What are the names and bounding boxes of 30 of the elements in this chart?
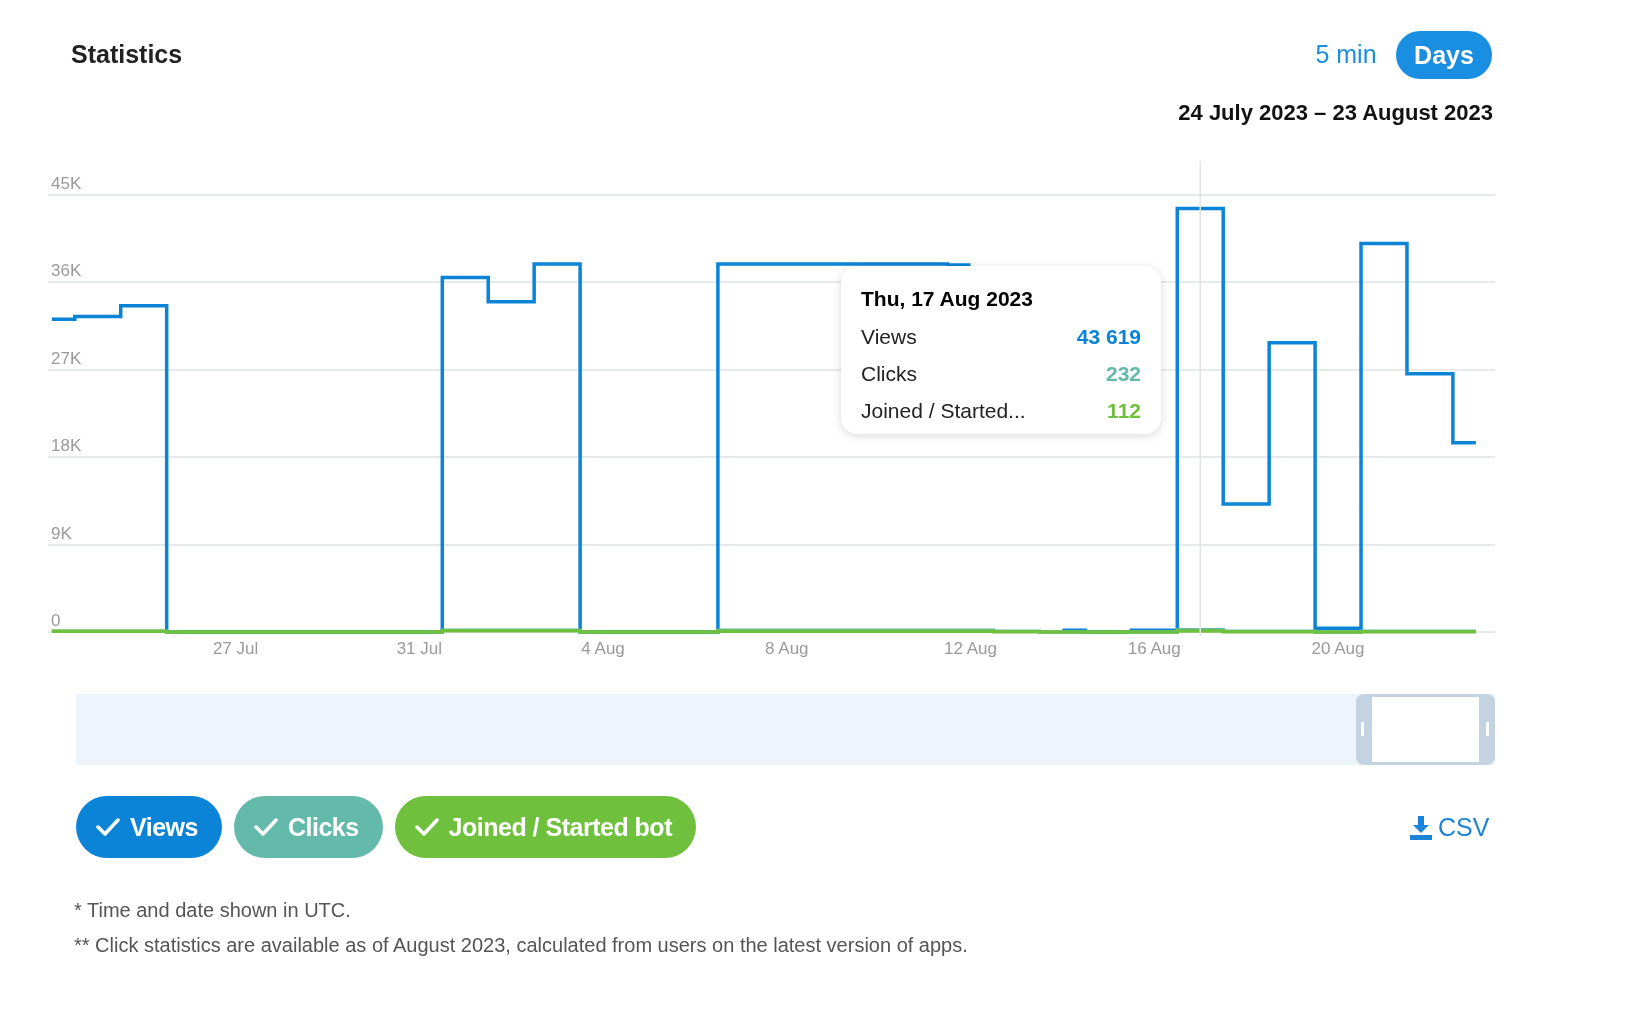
y-tick-label: 36K <box>51 261 82 281</box>
annotation: Thu, 17 Aug 2023 <box>861 286 1034 312</box>
annotation: Views <box>861 324 917 349</box>
x-tick-label: 31 Jul <box>396 639 443 658</box>
annotation: Clicks <box>861 361 917 386</box>
y-tick-label: 18K <box>51 436 82 456</box>
text: CSV <box>1438 813 1490 842</box>
annotation: 232 <box>1105 361 1141 386</box>
x-tick-label: 12 Aug <box>944 639 998 658</box>
annotation: Joined / Started... <box>861 398 1026 423</box>
y-tick-label: 0 <box>51 611 61 631</box>
x-tick-label: 16 Aug <box>1127 639 1181 658</box>
x-tick-label: 27 Jul <box>212 639 259 658</box>
x-tick-label: 8 Aug <box>765 639 809 658</box>
text: Days <box>1396 31 1492 79</box>
text: Views <box>130 812 198 842</box>
text: ** Click statistics are available as of August 2023, calculated from users on the latest version of apps. <box>74 934 968 957</box>
y-tick-label: 9K <box>51 523 73 543</box>
x-tick-label: 20 Aug <box>1311 639 1365 658</box>
annotation: 43 619 <box>1076 324 1141 349</box>
chart-title: Statistics <box>71 40 183 69</box>
chart-subtitle: 24 July 2023 – 23 August 2023 <box>1178 100 1493 126</box>
text: Clicks <box>287 812 359 842</box>
text: Joined / Started bot <box>448 812 672 842</box>
y-tick-label: 27K <box>51 348 82 368</box>
text: * Time and date shown in UTC. <box>74 899 351 922</box>
annotation: 112 <box>1107 398 1141 423</box>
y-tick-label: 45K <box>51 174 82 194</box>
x-tick-label: 4 Aug <box>581 639 625 658</box>
text: 5 min <box>1314 40 1378 69</box>
